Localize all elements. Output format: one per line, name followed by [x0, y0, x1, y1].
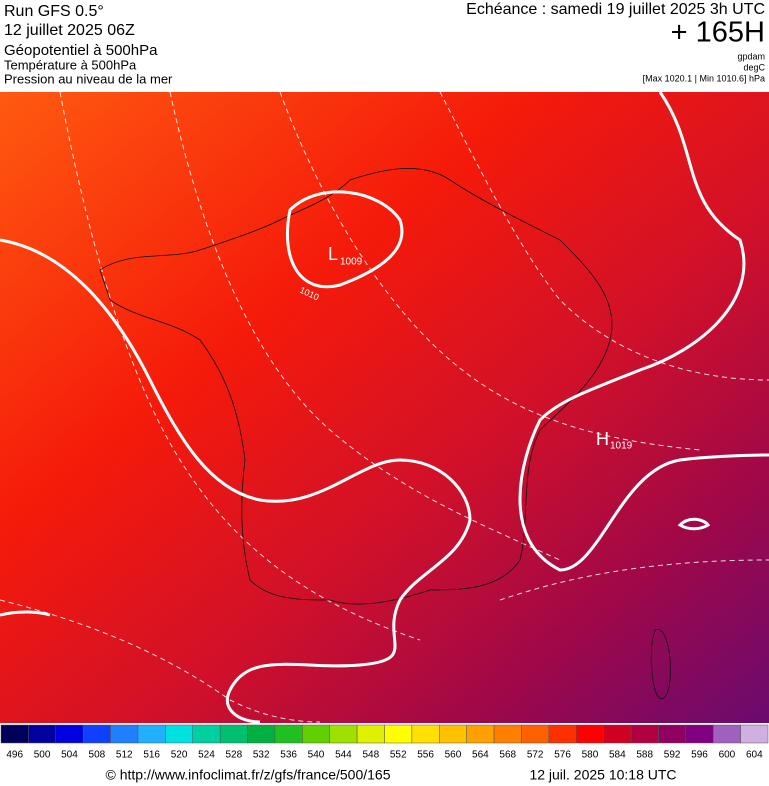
colorbar-label: 544: [335, 750, 352, 761]
map-field: [0, 92, 769, 723]
colorbar-swatch: [0, 724, 29, 744]
unit-gpdam: gpdam: [737, 51, 765, 61]
isobar: [518, 91, 769, 572]
colorbar-swatch: [712, 724, 741, 744]
colorbar-label: 596: [691, 750, 708, 761]
colorbar-swatch: [302, 724, 330, 744]
field-temperature: Température à 500hPa: [4, 57, 137, 72]
colorbar-swatch: [548, 724, 577, 744]
colorbar-label: 556: [417, 750, 434, 761]
colorbar-swatch: [576, 724, 604, 744]
colorbar-swatch: [493, 724, 522, 744]
colorbar-label: 536: [280, 750, 297, 761]
pressure-range: [Max 1020.1 | Min 1010.6] hPa: [643, 73, 765, 83]
run-date: 12 juillet 2025 06Z: [4, 22, 135, 39]
field-geopotential: Géopotentiel à 500hPa: [4, 42, 158, 59]
lead-time: + 165H: [671, 17, 765, 49]
colorbar-swatch: [247, 724, 276, 744]
colorbar-swatch: [603, 724, 632, 744]
contour: [499, 559, 769, 601]
colorbar-label: 516: [143, 750, 160, 761]
contour: [279, 91, 701, 451]
colorbar-swatch: [82, 724, 111, 744]
colorbar-label: 500: [34, 750, 51, 761]
colorbar-swatch: [329, 724, 358, 744]
colorbar-label: 532: [253, 750, 270, 761]
colorbar-label: 584: [609, 750, 626, 761]
colorbar-swatch: [274, 724, 303, 744]
colorbar-label: 600: [719, 750, 736, 761]
contour: [59, 91, 421, 641]
colorbar-swatch: [28, 724, 57, 744]
colorbar-swatch: [137, 724, 166, 744]
colorbar-swatch: [384, 724, 413, 744]
contour: [439, 91, 769, 381]
colorbar-swatch: [356, 724, 385, 744]
high-letter: H: [596, 429, 609, 449]
colorbar-swatch: [630, 724, 659, 744]
colorbar-swatch: [55, 724, 84, 744]
colorbar-label: 572: [527, 750, 544, 761]
colorbar-swatch: [219, 724, 248, 744]
coastline: [99, 168, 613, 605]
footer-time: 12 juil. 2025 10:18 UTC: [529, 767, 676, 783]
colorbar-swatch: [439, 724, 467, 744]
colorbar-swatch: [685, 724, 714, 744]
colorbar-label: 552: [390, 750, 407, 761]
colorbar-swatch: [740, 724, 769, 744]
colorbar-label: 564: [472, 750, 489, 761]
colorbar-label: 520: [171, 750, 188, 761]
colorbar-label: 512: [116, 750, 133, 761]
colorbar-label: 548: [362, 750, 379, 761]
colorbar-label: 508: [89, 750, 106, 761]
colorbar: 496 500 504 508 512 516 520 524 528 532 536 540 544 5…: [0, 724, 769, 761]
run-title: Run GFS 0.5°: [4, 3, 104, 20]
colorbar-swatch: [411, 724, 440, 744]
colorbar-label: 576: [554, 750, 571, 761]
isobar: [285, 190, 404, 289]
footer-url: © http://www.infoclimat.fr/z/gfs/france/…: [106, 767, 391, 783]
colorbar-label: 496: [6, 750, 23, 761]
colorbar-label: 588: [636, 750, 653, 761]
isobar: [0, 610, 51, 617]
field-pressure: Pression au niveau de la mer: [4, 71, 173, 86]
colorbar-swatch: [521, 724, 550, 744]
colorbar-label: 528: [225, 750, 242, 761]
colorbar-label: 592: [664, 750, 681, 761]
colorbar-label: 604: [746, 750, 763, 761]
low-letter: L: [328, 244, 338, 264]
unit-degc: degC: [743, 62, 765, 72]
map: L 1009 H 1019 1010: [0, 91, 769, 724]
isobar: [677, 517, 711, 531]
colorbar-swatch: [466, 724, 495, 744]
high-value: 1019: [610, 441, 633, 452]
contour: [0, 599, 321, 723]
isobar: [0, 238, 472, 724]
colorbar-label: 580: [582, 750, 599, 761]
coastline: [650, 629, 671, 700]
colorbar-swatch: [110, 724, 139, 744]
colorbar-label: 524: [198, 750, 215, 761]
valid-time: Echéance : samedi 19 juillet 2025 3h UTC: [466, 1, 765, 18]
colorbar-label: 540: [308, 750, 325, 761]
low-value: 1009: [340, 257, 363, 268]
colorbar-swatch: [165, 724, 194, 744]
colorbar-swatch: [658, 724, 687, 744]
colorbar-swatch: [192, 724, 221, 744]
colorbar-label: 504: [61, 750, 78, 761]
contour: [169, 91, 561, 561]
colorbar-label: 560: [445, 750, 462, 761]
colorbar-label: 568: [499, 750, 516, 761]
